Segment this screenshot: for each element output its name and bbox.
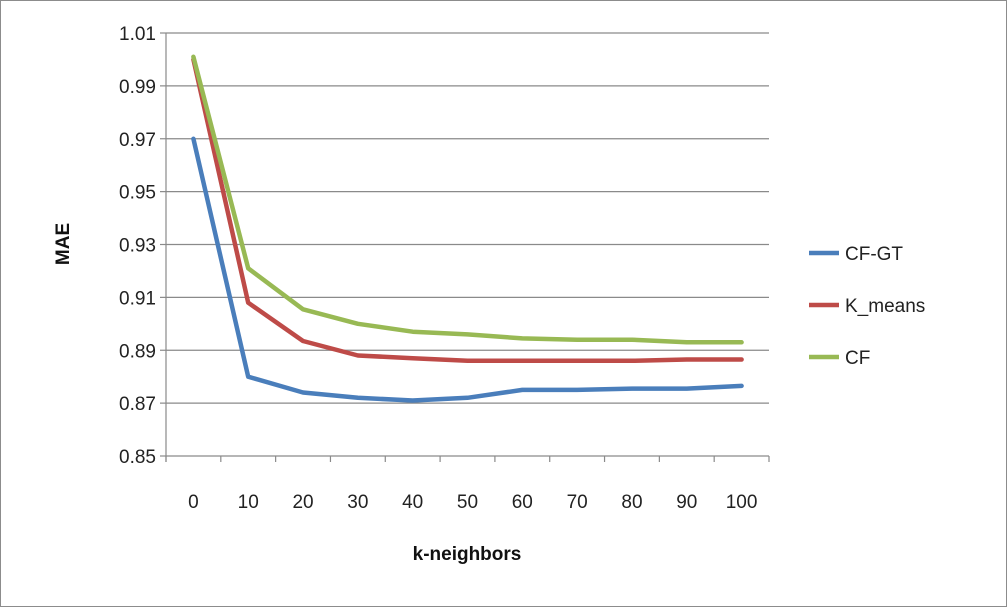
legend-label-cf-gt: CF-GT	[845, 244, 903, 265]
legend-label-k-means: K_means	[845, 296, 925, 317]
x-tick-label: 50	[457, 492, 478, 513]
y-tick-label: 0.97	[119, 130, 156, 151]
x-tick-label: 90	[676, 492, 697, 513]
x-tick-label: 10	[238, 492, 259, 513]
series-line-cf	[191, 54, 744, 345]
x-tick-label: 70	[567, 492, 588, 513]
axes	[160, 32, 770, 462]
series-lines	[191, 54, 744, 403]
x-tick-label: 20	[292, 492, 313, 513]
x-tick-label: 0	[188, 492, 199, 513]
y-tick-label: 0.85	[119, 447, 156, 468]
series-line-k-means	[191, 57, 744, 364]
y-tick-label: 0.95	[119, 183, 156, 204]
y-tick-label: 0.87	[119, 394, 156, 415]
x-axis-title: k-neighbors	[413, 544, 522, 565]
y-axis-title: MAE	[53, 223, 74, 265]
x-tick-label: 30	[347, 492, 368, 513]
y-tick-label: 1.01	[119, 24, 156, 45]
legend-label-cf: CF	[845, 348, 870, 369]
y-tick-label: 0.99	[119, 77, 156, 98]
y-tick-labels: 0.85 0.87 0.89 0.91 0.93 0.95 0.97 0.99 1.01	[119, 24, 156, 468]
y-tick-label: 0.91	[119, 288, 156, 309]
grid-lines	[166, 32, 769, 404]
x-tick-label: 100	[726, 492, 758, 513]
x-tick-label: 40	[402, 492, 423, 513]
series-line-cf-gt	[191, 136, 744, 403]
x-tick-label: 80	[621, 492, 642, 513]
legend: CF-GT K_means CF	[809, 244, 925, 369]
x-tick-labels: 0 10 20 30 40 50 60 70 80 90 100	[188, 492, 757, 513]
y-tick-label: 0.89	[119, 341, 156, 362]
x-tick-label: 60	[512, 492, 533, 513]
y-tick-label: 0.93	[119, 236, 156, 257]
